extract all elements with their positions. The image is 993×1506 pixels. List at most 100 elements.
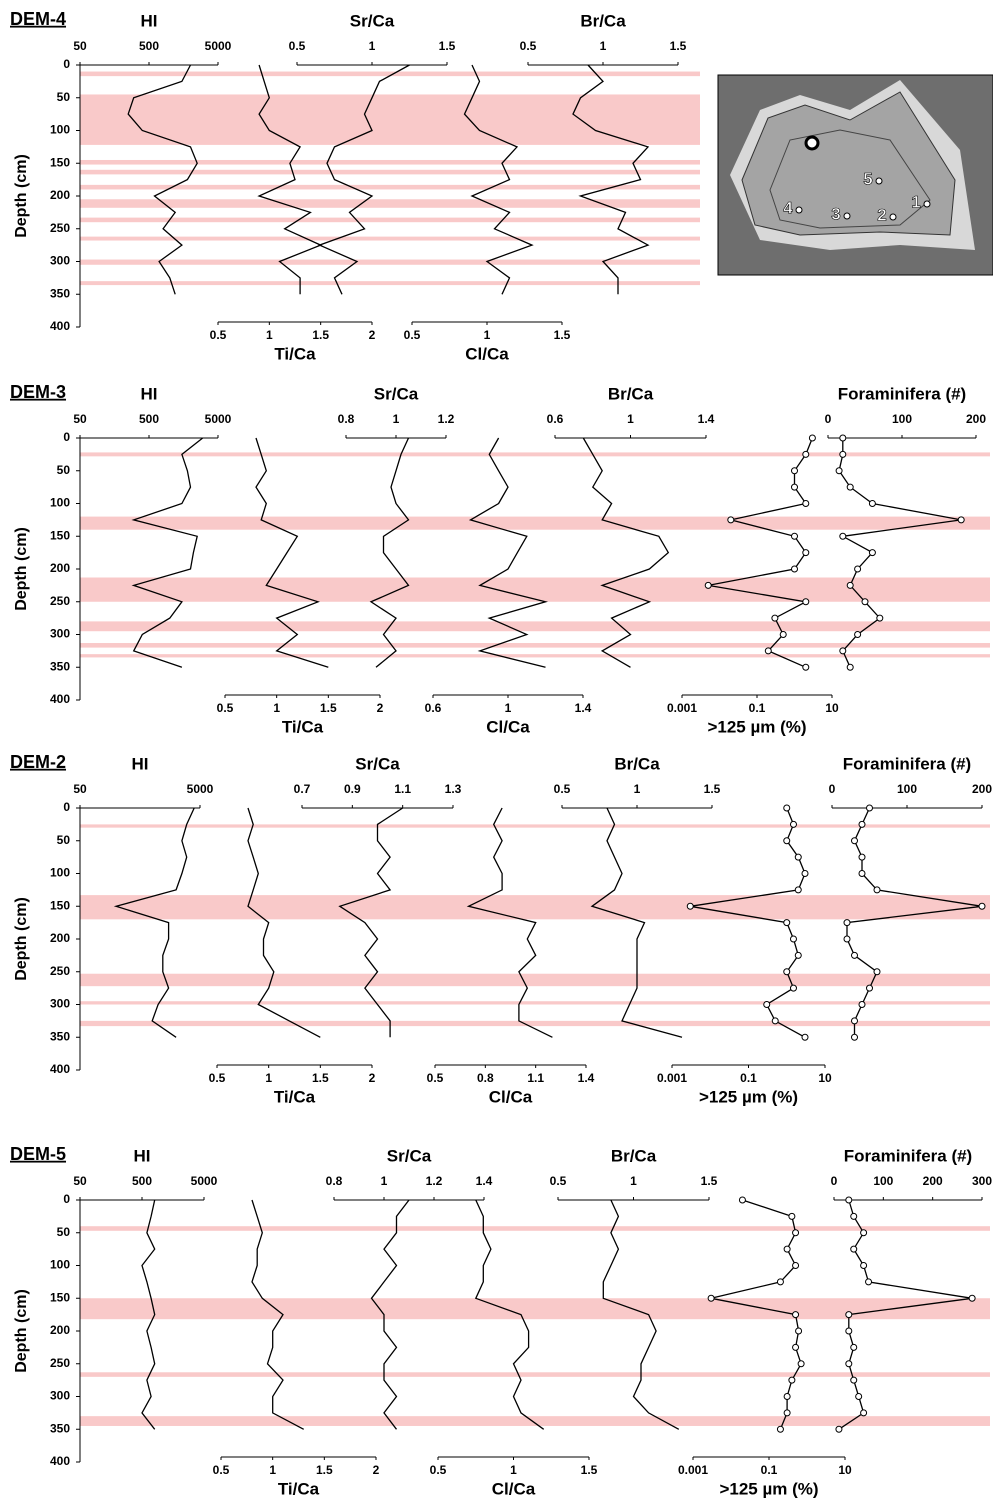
track-label: Foraminifera (#) bbox=[838, 384, 966, 403]
sample-point bbox=[792, 1262, 800, 1269]
profile-line bbox=[113, 807, 195, 1038]
sample-point bbox=[839, 434, 847, 442]
y-tick-label: 400 bbox=[50, 692, 70, 706]
x-tick-label: 0.7 bbox=[294, 782, 311, 796]
sample-point bbox=[850, 1245, 858, 1253]
map-contour bbox=[769, 129, 931, 229]
profile-line bbox=[127, 64, 198, 295]
profile-line bbox=[466, 807, 553, 1038]
x-tick-label: 10 bbox=[838, 1463, 852, 1477]
y-tick-label: 400 bbox=[50, 1454, 70, 1468]
x-tick-label: 1.5 bbox=[312, 1071, 329, 1085]
sample-point bbox=[978, 902, 986, 910]
y-tick-label: 250 bbox=[50, 1356, 70, 1370]
sample-point bbox=[727, 516, 735, 524]
x-tick-label: 500 bbox=[132, 1174, 152, 1188]
inset-map: 1 2 3 4 5 bbox=[717, 74, 993, 276]
sample-point bbox=[839, 532, 847, 540]
sample-point bbox=[873, 886, 881, 894]
x-tick-label: 0.5 bbox=[554, 782, 571, 796]
sample-point bbox=[707, 1294, 715, 1302]
x-tick-label: 1.5 bbox=[316, 1463, 333, 1477]
x-tick-label: 0.5 bbox=[404, 328, 421, 342]
site-label: 4 bbox=[783, 198, 793, 217]
x-tick-label: 1 bbox=[369, 39, 376, 53]
profile-line bbox=[131, 437, 204, 668]
sample-point bbox=[789, 984, 797, 992]
y-tick-label: 100 bbox=[50, 123, 70, 137]
y-tick-label: 200 bbox=[50, 931, 70, 945]
x-tick-label: 0.5 bbox=[213, 1463, 230, 1477]
x-tick-label: 50 bbox=[73, 39, 87, 53]
x-tick-label: 1 bbox=[269, 1463, 276, 1477]
x-tick-label: 1.5 bbox=[670, 39, 687, 53]
sample-point bbox=[850, 1343, 858, 1351]
event-band bbox=[80, 516, 990, 530]
sample-point bbox=[776, 1425, 784, 1433]
y-axis-label: Depth (cm) bbox=[13, 897, 30, 981]
event-band bbox=[80, 159, 700, 165]
x-tick-label: 1 bbox=[273, 701, 280, 715]
sample-point bbox=[835, 467, 843, 475]
sample-point bbox=[866, 804, 873, 812]
x-tick-label: 1.4 bbox=[698, 412, 715, 426]
y-tick-label: 250 bbox=[50, 594, 70, 608]
x-tick-label: 0.6 bbox=[547, 412, 564, 426]
x-tick-label: 5000 bbox=[187, 782, 214, 796]
track-label: Ti/Ca bbox=[274, 1087, 316, 1106]
x-tick-label: 0.5 bbox=[430, 1463, 447, 1477]
sample-point bbox=[858, 853, 866, 861]
x-tick-label: 0.5 bbox=[217, 701, 234, 715]
x-tick-label: 1 bbox=[266, 328, 273, 342]
sample-point bbox=[783, 1245, 791, 1253]
x-tick-label: 1.2 bbox=[438, 412, 455, 426]
sample-point bbox=[802, 663, 810, 671]
profile-line bbox=[582, 437, 670, 668]
sample-point bbox=[839, 450, 847, 458]
track-label: Sr/Ca bbox=[355, 754, 400, 773]
x-tick-label: 2 bbox=[373, 1463, 380, 1477]
event-band bbox=[80, 452, 990, 457]
sample-point bbox=[795, 1327, 803, 1335]
x-tick-label: 0.8 bbox=[338, 412, 355, 426]
event-band bbox=[80, 259, 700, 265]
y-tick-label: 0 bbox=[63, 430, 70, 444]
sample-point bbox=[850, 1212, 858, 1220]
y-tick-label: 300 bbox=[50, 627, 70, 641]
x-tick-label: 2 bbox=[377, 701, 384, 715]
y-tick-label: 50 bbox=[57, 1225, 71, 1239]
panel-title: DEM-3 bbox=[10, 382, 66, 402]
x-tick-label: 5000 bbox=[205, 412, 232, 426]
sample-point bbox=[865, 1278, 873, 1286]
sample-point bbox=[861, 598, 869, 606]
x-tick-label: 100 bbox=[897, 782, 917, 796]
y-tick-label: 350 bbox=[50, 659, 70, 673]
sample-point bbox=[764, 647, 772, 655]
profile-line bbox=[369, 437, 410, 668]
event-band bbox=[80, 71, 700, 77]
x-tick-label: 1.5 bbox=[704, 782, 721, 796]
x-tick-label: 0.5 bbox=[520, 39, 537, 53]
sample-point bbox=[839, 647, 847, 655]
y-tick-label: 300 bbox=[50, 254, 70, 268]
sample-point bbox=[802, 450, 810, 458]
x-tick-label: 1 bbox=[381, 1174, 388, 1188]
profile-line bbox=[141, 1199, 156, 1430]
map-marker bbox=[804, 135, 820, 151]
sample-point bbox=[845, 1327, 853, 1335]
sample-point bbox=[802, 500, 810, 507]
y-axis-label: Depth (cm) bbox=[13, 527, 30, 611]
sample-point bbox=[763, 1001, 771, 1008]
track-label: HI bbox=[132, 754, 149, 773]
x-tick-label: 1.4 bbox=[476, 1174, 493, 1188]
x-tick-label: 1.5 bbox=[320, 701, 337, 715]
sample-point bbox=[738, 1196, 746, 1204]
x-tick-label: 0.1 bbox=[749, 701, 766, 715]
y-tick-label: 100 bbox=[50, 866, 70, 880]
x-tick-label: 0.5 bbox=[550, 1174, 567, 1188]
sample-point bbox=[779, 631, 787, 638]
sample-point bbox=[801, 870, 809, 877]
event-band bbox=[80, 281, 700, 286]
event-band bbox=[80, 621, 990, 632]
